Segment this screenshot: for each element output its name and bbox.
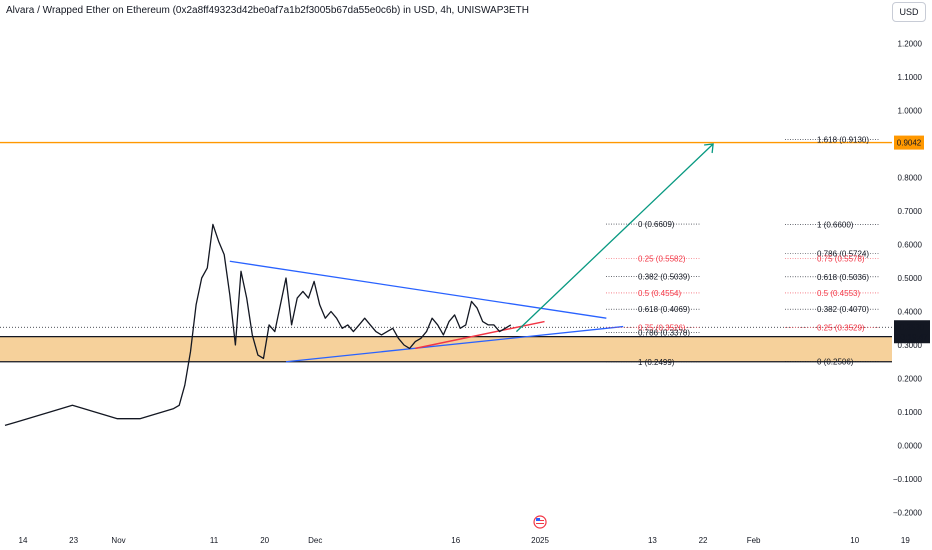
fib-right-level-label: 0.382 (0.4070) [817, 305, 869, 314]
price-axis-tick: 1.1000 [898, 73, 923, 82]
time-axis-tick: Nov [111, 536, 125, 545]
fib-left-level-label: 0.382 (0.5039) [638, 273, 690, 282]
flag-canton [536, 518, 541, 521]
fib-right-level-label: 0.618 (0.5036) [817, 273, 869, 282]
chart-title: Alvara / Wrapped Ether on Ethereum (0x2a… [6, 5, 529, 16]
time-axis-tick: 23 [69, 536, 78, 545]
fib-left-level-label: 1 (0.2499) [638, 358, 675, 367]
fib-left-level-label: 0.75 (0.3526) [638, 323, 686, 332]
price-axis-tick: 1.2000 [898, 40, 923, 49]
time-axis-tick: 14 [19, 536, 28, 545]
target-price-label: 0.9042 [897, 139, 922, 148]
price-axis-tick: 0.2000 [898, 375, 923, 384]
fib-right-level-label: 0.5 (0.4553) [817, 289, 860, 298]
target-price-badge [894, 135, 924, 150]
fib-left-level-label: 0.5 (0.4554) [638, 289, 681, 298]
fib-left-level-label: 0.25 (0.5582) [638, 255, 686, 264]
price-axis-tick: 0.6000 [898, 241, 923, 250]
price-axis-tick: 0.1000 [898, 408, 923, 417]
time-axis-tick: Feb [747, 536, 761, 545]
fib-left-level-label: 0 (0.6609) [638, 220, 675, 229]
time-axis-tick: 16 [451, 536, 460, 545]
price-axis-tick: 0.8000 [898, 174, 923, 183]
price-axis-tick: 0.3000 [898, 341, 923, 350]
us-flag-event-icon [533, 515, 547, 529]
descending-trendline [229, 260, 607, 319]
price-axis-tick: 0.5000 [898, 274, 923, 283]
currency-selector-button[interactable]: USD [892, 2, 926, 22]
time-axis-tick: 20 [260, 536, 269, 545]
fib-left-level-label: 0.786 (0.3378) [638, 328, 690, 337]
time-axis-tick: 11 [210, 536, 219, 545]
time-axis-tick: 19 [901, 536, 910, 545]
time-axis-tick: 2025 [531, 536, 549, 545]
ascending-trendline [285, 325, 624, 363]
price-axis-tick: 0.7000 [898, 207, 923, 216]
fib-right-level-label: 0 (0.2506) [817, 358, 854, 367]
time-axis-tick: Dec [308, 536, 322, 545]
price-axis-tick: 0.0000 [898, 442, 923, 451]
countdown-label: 03:19:47 [896, 333, 928, 342]
time-axis-tick: 22 [699, 536, 708, 545]
price-line [4, 223, 512, 427]
price-axis-tick: −0.1000 [893, 475, 923, 484]
demand-zone [0, 336, 892, 362]
price-axis-tick: 0.4000 [898, 308, 923, 317]
fib-right-level-label: 0.25 (0.3529) [817, 323, 865, 332]
price-axis-tick: 1.0000 [898, 107, 923, 116]
current-price-label: 0.3530 [900, 323, 925, 332]
fib-left-level-label: 0.618 (0.4069) [638, 305, 690, 314]
projection-arrowhead [704, 143, 714, 154]
price-axis-tick: −0.2000 [893, 509, 923, 518]
fib-right-level-label: 0.75 (0.5578) [817, 255, 865, 264]
fib-right-level-label: 0.786 (0.5724) [817, 250, 869, 259]
time-axis-tick: 10 [850, 536, 859, 545]
projection-arrow [515, 143, 714, 333]
fib-right-level-label: 1.618 (0.9130) [817, 136, 869, 145]
fib-right-level-label: 1 (0.6600) [817, 220, 854, 229]
current-price-badge [894, 320, 930, 344]
time-axis-tick: 13 [648, 536, 657, 545]
